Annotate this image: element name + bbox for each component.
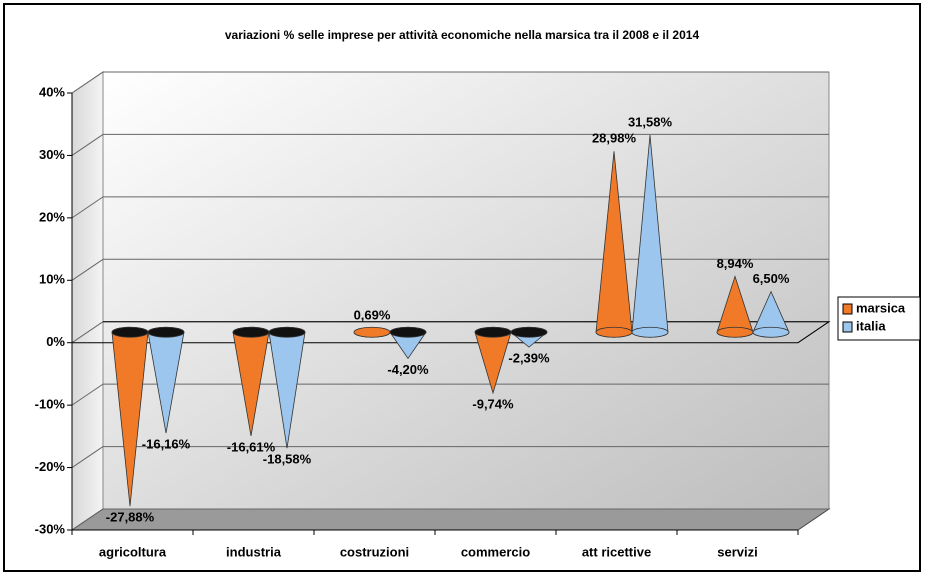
cone-base: [268, 326, 306, 338]
cone-base: [232, 326, 270, 338]
back-wall: [102, 71, 830, 510]
value-label: 31,58%: [628, 115, 673, 130]
cone-base: [631, 326, 669, 338]
y-tick-label: 0%: [46, 334, 65, 349]
cone-base: [353, 326, 391, 338]
value-label: -2,39%: [508, 351, 550, 366]
side-wall: [71, 71, 104, 531]
grid-line-side: [71, 196, 104, 219]
grid-line-side: [71, 134, 104, 156]
grid-line-side: [71, 508, 104, 531]
zero-plane: [72, 321, 831, 344]
value-label: 6,50%: [753, 271, 790, 286]
value-label: -16,16%: [142, 437, 191, 452]
y-tick-label: 10%: [39, 272, 65, 287]
value-label: 0,69%: [354, 307, 391, 322]
chart-title: variazioni % selle imprese per attività …: [225, 28, 700, 42]
value-label: -27,88%: [106, 510, 155, 525]
value-label: -4,20%: [387, 362, 429, 377]
legend-label: italia: [856, 318, 886, 333]
value-label: -16,61%: [227, 439, 276, 454]
value-label: 28,98%: [592, 131, 637, 146]
cone-base: [389, 326, 427, 338]
x-tick-label: agricoltura: [99, 544, 167, 559]
cone-base: [474, 326, 512, 338]
cone-base: [111, 326, 149, 338]
grid-line-side: [71, 321, 104, 344]
x-tick-label: costruzioni: [340, 544, 409, 559]
y-tick-label: 40%: [39, 84, 65, 99]
grid-line-side: [71, 258, 104, 281]
y-tick-label: 30%: [39, 147, 65, 162]
grid-line-side: [71, 383, 104, 406]
y-tick-label: -10%: [35, 397, 66, 412]
y-tick-label: 20%: [39, 209, 65, 224]
x-tick-label: att ricettive: [582, 544, 651, 559]
cone-base: [510, 326, 548, 338]
cone-base: [716, 326, 754, 338]
cone-base: [752, 326, 790, 338]
cone-base: [147, 326, 185, 338]
x-tick-label: servizi: [717, 544, 757, 559]
grid-line-side: [71, 446, 104, 468]
cone-base: [595, 326, 633, 338]
legend-swatch: [842, 303, 853, 315]
legend-swatch: [842, 321, 853, 333]
x-tick-label: industria: [226, 544, 282, 559]
value-label: 8,94%: [717, 256, 754, 271]
y-tick-label: -20%: [35, 459, 66, 474]
legend-label: marsica: [856, 300, 906, 315]
grid-line-side: [71, 71, 104, 94]
plot-area: -30% -20% -10% 0% 10% 20% 30% 40% agricoltura ind…: [35, 71, 831, 559]
y-tick-label: -30%: [35, 521, 66, 536]
value-label: -9,74%: [472, 396, 514, 411]
value-label: -18,58%: [263, 452, 312, 467]
x-tick-label: commercio: [461, 544, 530, 559]
floor: [70, 508, 831, 531]
